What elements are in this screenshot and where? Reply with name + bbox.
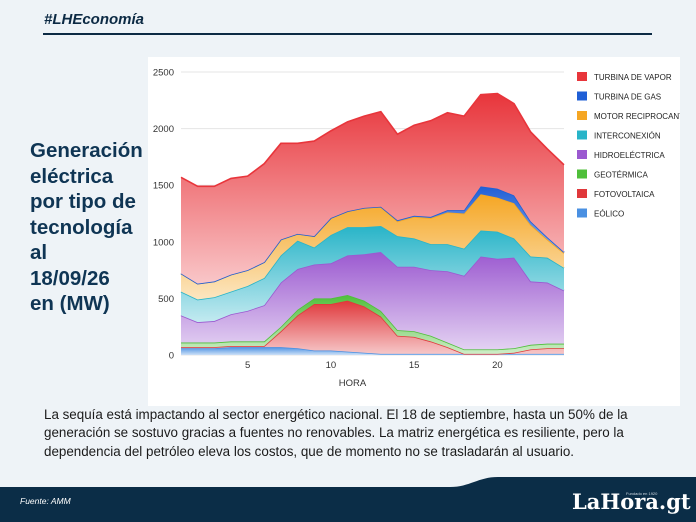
- area-turbina-de-vapor: [181, 93, 564, 284]
- area-e-lico: [181, 347, 564, 355]
- stacked-area-chart: 0 500 1000 1500 2000 2500 5 10 15 20 HORA TURBINA D…: [153, 68, 680, 390]
- area-motor-reciprocante: [181, 194, 564, 300]
- legend-swatch: [577, 169, 587, 179]
- legend-label: GEOTÉRMICA: [594, 171, 648, 180]
- legend-label: EÓLICO: [594, 210, 624, 219]
- line-turbina-de-vapor: [180, 92, 565, 188]
- header-rule: [43, 33, 652, 35]
- logo-tagline: Fundado en 1920: [626, 491, 658, 496]
- x-axis-label: HORA: [339, 378, 367, 389]
- x-tick-label: 10: [326, 360, 337, 371]
- legend-swatch: [577, 72, 587, 81]
- y-tick-label: 2000: [153, 124, 174, 135]
- legend-swatch: [577, 189, 587, 198]
- legend-swatch: [577, 130, 587, 140]
- line-turbina-de-gas: [180, 185, 565, 285]
- legend-swatch: [577, 111, 587, 120]
- body-paragraph: La sequía está impactando al sector ener…: [44, 407, 628, 459]
- y-tick-label: 0: [169, 351, 174, 362]
- footer-curve: [0, 477, 696, 490]
- y-tick-label: 500: [158, 294, 174, 305]
- x-tick-label: 15: [409, 360, 420, 371]
- chart-card: 0 500 1000 1500 2000 2500 5 10 15 20 HORA TURBINA D…: [148, 57, 680, 406]
- area-hidroel-ctrica: [181, 251, 564, 350]
- y-tick-label: 1000: [153, 237, 174, 248]
- legend-swatch: [577, 91, 587, 101]
- area-fotovoltaica: [181, 300, 564, 354]
- legend-label: MOTOR RECIPROCANTE: [594, 112, 680, 121]
- y-tick-label: 1500: [153, 181, 174, 192]
- publisher-logo: LaHora.gt: [572, 489, 691, 514]
- legend-swatch: [577, 208, 587, 218]
- area-interconexi-n: [181, 225, 564, 323]
- area-geot-rmica: [181, 295, 564, 354]
- hashtag: #LHEconomía: [44, 11, 145, 28]
- legend-label: FOTOVOLTAICA: [594, 190, 655, 199]
- legend-swatch: [577, 150, 587, 159]
- source-note: Fuente: AMM: [20, 496, 71, 506]
- legend-label: HIDROELÉCTRICA: [594, 151, 665, 160]
- legend-label: TURBINA DE VAPOR: [594, 73, 672, 82]
- x-tick-label: 20: [492, 360, 503, 371]
- x-tick-label: 5: [245, 360, 250, 371]
- legend-label: INTERCONEXIÓN: [594, 132, 661, 141]
- headline: Generación eléctrica por tipo de tecnolo…: [30, 139, 143, 315]
- legend-label: TURBINA DE GAS: [594, 93, 661, 102]
- y-tick-label: 2500: [153, 68, 174, 79]
- footer-bar: [0, 487, 696, 522]
